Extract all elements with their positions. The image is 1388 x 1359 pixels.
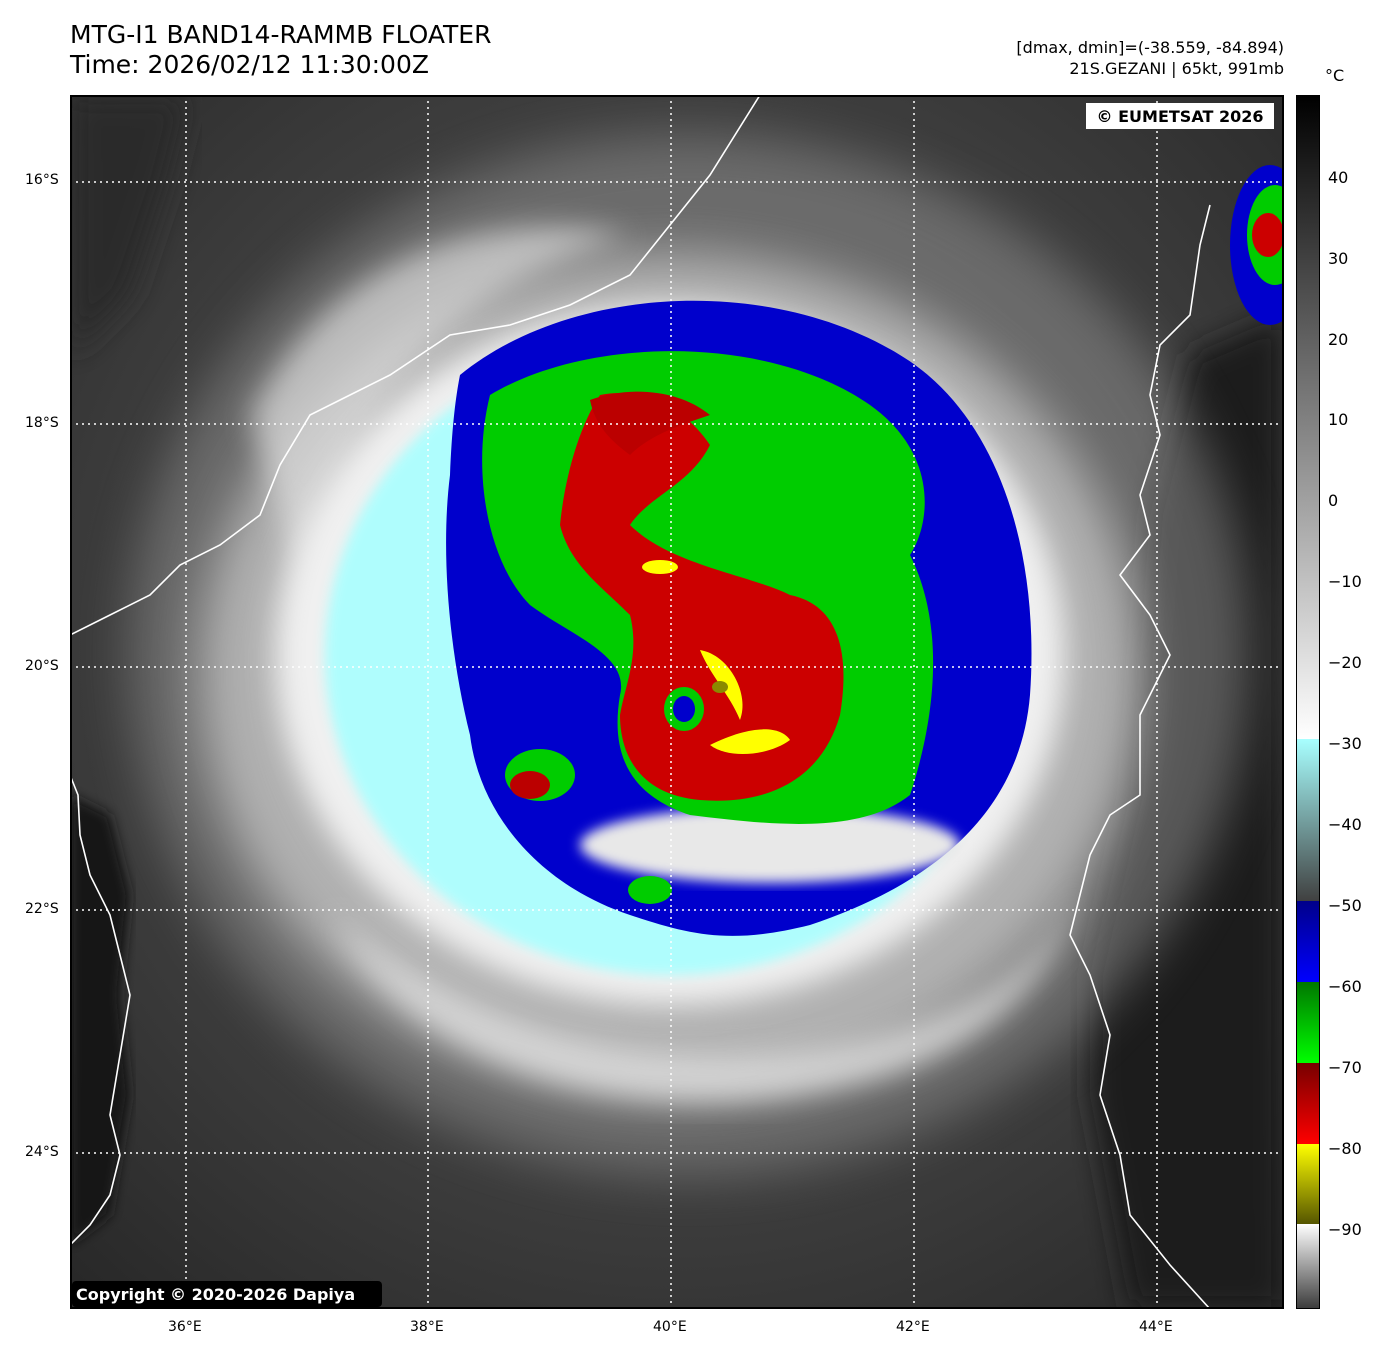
cb-tick-minus70: −70 <box>1328 1058 1362 1077</box>
cb-tick-40: 40 <box>1328 168 1349 187</box>
cb-gray-warm <box>1296 95 1320 739</box>
cb-red <box>1296 1063 1320 1144</box>
cb-tick-30: 30 <box>1328 249 1349 268</box>
map-frame <box>70 95 1284 1309</box>
copyright-text: Copyright © 2020-2026 Dapiya <box>76 1285 355 1304</box>
lat-label-18s: 18°S <box>25 415 59 431</box>
graticule <box>70 95 1284 1309</box>
cb-tick-0: 0 <box>1328 491 1339 510</box>
green-cell-south <box>628 876 672 904</box>
info-block: [dmax, dmin]=(-38.559, -84.894) 21S.GEZA… <box>1016 37 1284 79</box>
cb-yellow <box>1296 1144 1320 1224</box>
title-line-2: Time: 2026/02/12 11:30:00Z <box>70 50 429 79</box>
lat-label-20s: 20°S <box>25 658 59 674</box>
lon-label-44e: 44°E <box>1139 1319 1173 1335</box>
ne-cell-red <box>1252 213 1284 257</box>
cb-frame <box>1296 95 1320 1309</box>
range-text: [dmax, dmin]=(-38.559, -84.894) <box>1016 38 1284 57</box>
cb-tick-minus40: −40 <box>1328 815 1362 834</box>
cb-tick-minus50: −50 <box>1328 896 1362 915</box>
cb-tick-minus30: −30 <box>1328 734 1362 753</box>
coastline-africa <box>70 95 761 636</box>
copyright-box <box>72 1281 382 1307</box>
cb-cyan <box>1296 739 1320 901</box>
cb-tick-minus20: −20 <box>1328 653 1362 672</box>
red-extension-north <box>590 391 710 455</box>
colorbar <box>1296 95 1320 1309</box>
cb-tick-10: 10 <box>1328 410 1349 429</box>
cb-green <box>1296 982 1320 1063</box>
white-band-south <box>580 807 960 883</box>
coldest-yellow-2 <box>710 729 790 755</box>
cb-tick-minus80: −80 <box>1328 1139 1362 1158</box>
colorbar-unit: °C <box>1325 66 1345 85</box>
storm-text: 21S.GEZANI | 65kt, 991mb <box>1069 59 1284 78</box>
lon-label-38e: 38°E <box>410 1319 444 1335</box>
coastline-madagascar <box>1069 204 1211 1309</box>
coldest-yellow-3 <box>642 560 678 574</box>
lat-label-16s: 16°S <box>25 172 59 188</box>
cb-tick-minus10: −10 <box>1328 572 1362 591</box>
lat-label-24s: 24°S <box>25 1144 59 1160</box>
chart-title: MTG-I1 BAND14-RAMMB FLOATER Time: 2026/0… <box>70 20 491 80</box>
cb-tick-20: 20 <box>1328 330 1349 349</box>
spiral-band-northwest <box>250 226 630 576</box>
title-line-1: MTG-I1 BAND14-RAMMB FLOATER <box>70 20 492 49</box>
cb-gray-cold <box>1296 1224 1320 1309</box>
lon-label-42e: 42°E <box>896 1319 930 1335</box>
red-cell-west <box>510 771 550 799</box>
lon-label-36e: 36°E <box>168 1319 202 1335</box>
watermark-box <box>1086 103 1274 129</box>
cb-blue <box>1296 901 1320 982</box>
cold-cloud-red <box>560 393 844 801</box>
land-africa-dark <box>70 95 190 355</box>
cb-tick-minus90: −90 <box>1328 1220 1362 1239</box>
satellite-map: © EUMETSAT 2026 Copyright © 2020-2026 Da… <box>70 95 1284 1309</box>
lon-label-40e: 40°E <box>653 1319 687 1335</box>
olive-spot <box>712 681 728 693</box>
coastline-southwest <box>70 774 131 1246</box>
cb-tick-minus60: −60 <box>1328 977 1362 996</box>
spiral-band-south <box>330 875 1080 1102</box>
storm-eye <box>673 696 695 722</box>
watermark-text: © EUMETSAT 2026 <box>1097 107 1264 126</box>
lat-label-22s: 22°S <box>25 901 59 917</box>
